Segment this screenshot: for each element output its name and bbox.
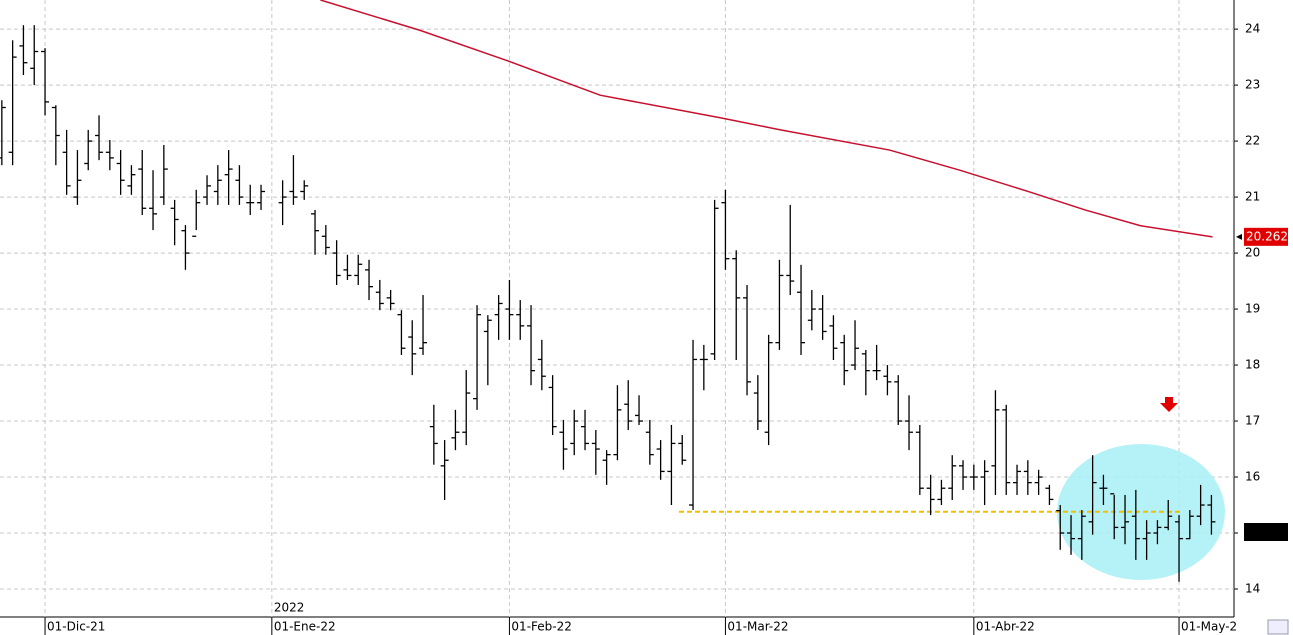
corner-icon <box>1267 619 1289 635</box>
x-tick-label: 01-Ene-22 <box>274 620 336 634</box>
y-tick-label: 18 <box>1245 358 1260 372</box>
y-tick-label: 24 <box>1245 22 1260 36</box>
moving-average <box>320 0 1213 238</box>
price-box <box>1244 523 1288 541</box>
x-tick-label: 01-Mar-22 <box>727 620 788 634</box>
ma-label: 20.262 <box>1246 229 1288 243</box>
y-tick-label: 14 <box>1245 582 1260 596</box>
x-axis-strip <box>0 617 1293 635</box>
y-tick-label: 20 <box>1245 246 1260 260</box>
y-tick-label: 19 <box>1245 302 1260 316</box>
down-arrow <box>1160 397 1178 412</box>
y-tick-label: 15 <box>1245 526 1260 540</box>
y-tick-label: 17 <box>1245 414 1260 428</box>
ma-label-box <box>1244 227 1288 246</box>
ma-pointer <box>1236 233 1242 240</box>
year-label: 2022 <box>274 601 305 615</box>
y-tick-label: 21 <box>1245 190 1260 204</box>
x-tick-label: 01-May-2 <box>1181 620 1237 634</box>
x-tick-label: 01-Feb-22 <box>511 620 571 634</box>
y-tick-label: 22 <box>1245 134 1260 148</box>
x-tick-label: 01-Dic-21 <box>47 620 105 634</box>
highlight-ellipse <box>1057 444 1225 580</box>
y-tick-label: 16 <box>1245 470 1260 484</box>
x-tick-label: 01-Abr-22 <box>976 620 1035 634</box>
y-tick-label: 23 <box>1245 78 1260 92</box>
